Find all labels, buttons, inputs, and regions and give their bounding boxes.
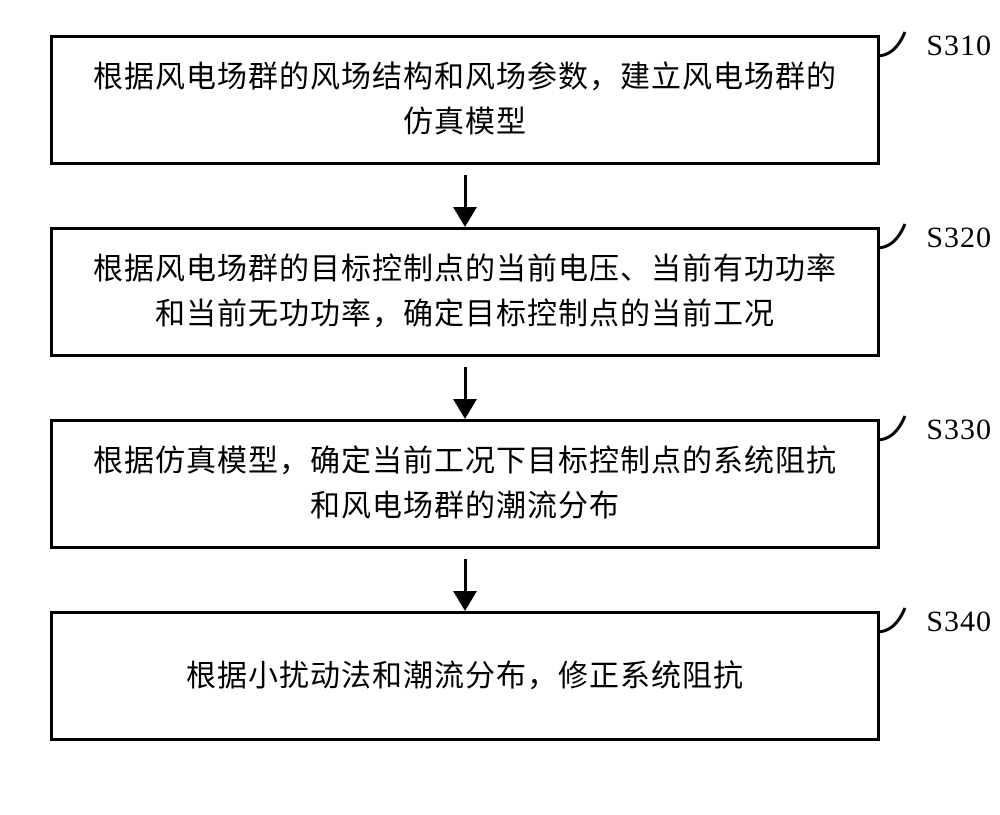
arrow-head-icon [453, 591, 477, 611]
step-group-3: S330 根据仿真模型，确定当前工况下目标控制点的系统阻抗和风电场群的潮流分布 [50, 419, 880, 549]
step-text-s340: 根据小扰动法和潮流分布，修正系统阻抗 [186, 654, 744, 699]
step-box-s330: S330 根据仿真模型，确定当前工况下目标控制点的系统阻抗和风电场群的潮流分布 [50, 419, 880, 549]
step-box-s340: S340 根据小扰动法和潮流分布，修正系统阻抗 [50, 611, 880, 741]
arrow-head-icon [453, 207, 477, 227]
step-box-s310: S310 根据风电场群的风场结构和风场参数，建立风电场群的仿真模型 [50, 35, 880, 165]
flowchart-container: S310 根据风电场群的风场结构和风场参数，建立风电场群的仿真模型 S320 根… [50, 35, 880, 741]
arrow-connector-1 [50, 165, 880, 227]
arrow-connector-2 [50, 357, 880, 419]
step-text-s330: 根据仿真模型，确定当前工况下目标控制点的系统阻抗和风电场群的潮流分布 [83, 439, 847, 529]
step-label-s320: S320 [926, 221, 992, 255]
callout-curve-icon [877, 220, 915, 250]
step-label-s330: S330 [926, 413, 992, 447]
step-box-s320: S320 根据风电场群的目标控制点的当前电压、当前有功功率和当前无功功率，确定目… [50, 227, 880, 357]
step-label-s310: S310 [926, 29, 992, 63]
step-group-2: S320 根据风电场群的目标控制点的当前电压、当前有功功率和当前无功功率，确定目… [50, 227, 880, 357]
step-group-4: S340 根据小扰动法和潮流分布，修正系统阻抗 [50, 611, 880, 741]
arrow-connector-3 [50, 549, 880, 611]
step-text-s320: 根据风电场群的目标控制点的当前电压、当前有功功率和当前无功功率，确定目标控制点的… [83, 247, 847, 337]
callout-curve-icon [877, 28, 915, 58]
arrow-head-icon [453, 399, 477, 419]
step-text-s310: 根据风电场群的风场结构和风场参数，建立风电场群的仿真模型 [83, 55, 847, 145]
callout-curve-icon [877, 412, 915, 442]
callout-curve-icon [877, 604, 915, 634]
step-label-s340: S340 [926, 605, 992, 639]
step-group-1: S310 根据风电场群的风场结构和风场参数，建立风电场群的仿真模型 [50, 35, 880, 165]
